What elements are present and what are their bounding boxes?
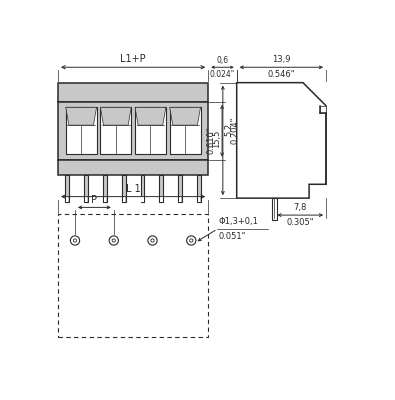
- Bar: [320, 106, 326, 114]
- Bar: [66, 107, 96, 154]
- Text: L 1: L 1: [126, 184, 141, 194]
- Text: P: P: [91, 195, 98, 205]
- Text: 7,8: 7,8: [293, 203, 307, 212]
- Bar: [141, 196, 144, 202]
- Bar: [122, 175, 126, 202]
- Text: 0.051": 0.051": [218, 232, 246, 241]
- Bar: [58, 83, 208, 102]
- Bar: [103, 175, 107, 202]
- Text: 0.204": 0.204": [231, 117, 239, 144]
- Bar: [122, 196, 125, 202]
- Bar: [66, 175, 69, 202]
- Circle shape: [151, 239, 154, 242]
- Polygon shape: [170, 107, 201, 125]
- Text: 0,6: 0,6: [216, 56, 229, 65]
- Text: 0.610": 0.610": [206, 127, 215, 154]
- Bar: [170, 107, 201, 154]
- Bar: [66, 196, 68, 202]
- Circle shape: [187, 236, 196, 245]
- Bar: [198, 196, 200, 202]
- Circle shape: [112, 239, 115, 242]
- Bar: [179, 196, 181, 202]
- Text: 0.546": 0.546": [267, 70, 295, 79]
- Polygon shape: [135, 107, 166, 125]
- Text: Φ1,3+0,1: Φ1,3+0,1: [218, 217, 258, 226]
- Text: 15,5: 15,5: [212, 130, 221, 148]
- Polygon shape: [237, 83, 326, 198]
- Text: 5,2: 5,2: [224, 123, 233, 136]
- Bar: [135, 107, 166, 154]
- Bar: [141, 175, 145, 202]
- Bar: [58, 160, 208, 175]
- Polygon shape: [100, 107, 131, 125]
- Bar: [58, 102, 208, 160]
- Bar: [160, 196, 162, 202]
- Bar: [197, 175, 201, 202]
- Circle shape: [109, 236, 118, 245]
- Circle shape: [73, 239, 77, 242]
- Text: 13,9: 13,9: [272, 55, 291, 64]
- Bar: [85, 196, 87, 202]
- Text: 0.024": 0.024": [210, 70, 235, 78]
- Circle shape: [148, 236, 157, 245]
- Polygon shape: [66, 107, 96, 125]
- Text: L1+P: L1+P: [120, 54, 146, 64]
- Bar: [178, 175, 182, 202]
- Bar: [100, 107, 131, 154]
- Circle shape: [190, 239, 193, 242]
- Bar: [160, 175, 163, 202]
- Text: 0.305": 0.305": [286, 218, 314, 227]
- Bar: [84, 175, 88, 202]
- Bar: [104, 196, 106, 202]
- Circle shape: [70, 236, 80, 245]
- Bar: [272, 198, 277, 220]
- Bar: [58, 214, 208, 337]
